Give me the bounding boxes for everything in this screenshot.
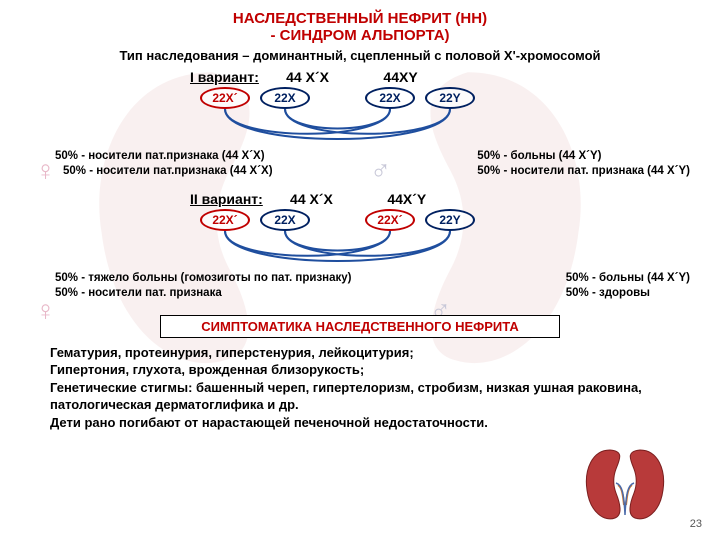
variant-1-parent-1: 44 Х´Х xyxy=(286,69,329,85)
v2-female-line-1: 50% - тяжело больны (гомозиготы по пат. … xyxy=(55,271,352,286)
variant-2-outcomes: 50% - тяжело больны (гомозиготы по пат. … xyxy=(0,271,720,301)
variant-2-parent-1: 44 Х´Х xyxy=(290,191,333,207)
gamete-1-3: 22Х xyxy=(365,87,415,109)
variant-2-parent-2: 44Х´Y xyxy=(387,191,426,207)
subtitle: Тип наследования – доминантный, сцепленн… xyxy=(0,48,720,63)
gamete-1-2: 22Х xyxy=(260,87,310,109)
corner-kidneys-icon xyxy=(580,445,670,525)
variant-2-gametes: 22Х´ 22Х 22Х´ 22Y xyxy=(170,209,570,269)
variant-1-gametes: 22Х´ 22Х 22Х 22Y xyxy=(170,87,570,147)
v2-male-line-2: 50% - здоровы xyxy=(566,286,690,301)
v1-male-line-2: 50% - носители пат. признака (44 Х´Y) xyxy=(477,164,690,179)
v1-male-line-1: 50% - больны (44 Х´Y) xyxy=(477,149,690,164)
variant-1-outcomes: 50% - носители пат.признака (44 Х´Х) 50%… xyxy=(0,149,720,179)
variant-1-label: I вариант: xyxy=(190,69,259,85)
gamete-2-4: 22Y xyxy=(425,209,475,231)
variant-1: I вариант: 44 Х´Х 44ХY 22Х´ 22Х 22Х 22Y xyxy=(40,69,680,147)
title-line-2: - СИНДРОМ АЛЬПОРТА) xyxy=(0,27,720,44)
variant-1-header: I вариант: 44 Х´Х 44ХY xyxy=(190,69,680,85)
v2-female-line-2: 50% - носители пат. признака xyxy=(55,286,352,301)
variant-1-parent-2: 44ХY xyxy=(383,69,417,85)
symptom-text: Гематурия, протеинурия, гиперстенурия, л… xyxy=(0,344,720,432)
gamete-2-3: 22Х´ xyxy=(365,209,415,231)
page-number: 23 xyxy=(690,518,702,530)
v2-male-line-1: 50% - больны (44 Х´Y) xyxy=(566,271,690,286)
gamete-2-2: 22Х xyxy=(260,209,310,231)
v1-female-line-2: 50% - носители пат.признака (44 Х´Х) xyxy=(55,164,273,179)
symptom-banner: СИМПТОМАТИКА НАСЛЕДСТВЕННОГО НЕФРИТА xyxy=(160,315,560,338)
v1-female-line-1: 50% - носители пат.признака (44 Х´Х) xyxy=(55,149,273,164)
gamete-1-4: 22Y xyxy=(425,87,475,109)
variant-2-label: II вариант: xyxy=(190,191,263,207)
gamete-1-1: 22Х´ xyxy=(200,87,250,109)
title-line-1: НАСЛЕДСТВЕННЫЙ НЕФРИТ (НН) xyxy=(0,0,720,27)
variant-2-header: II вариант: 44 Х´Х 44Х´Y xyxy=(190,191,680,207)
variant-2: II вариант: 44 Х´Х 44Х´Y 22Х´ 22Х 22Х´ 2… xyxy=(40,191,680,269)
gamete-2-1: 22Х´ xyxy=(200,209,250,231)
